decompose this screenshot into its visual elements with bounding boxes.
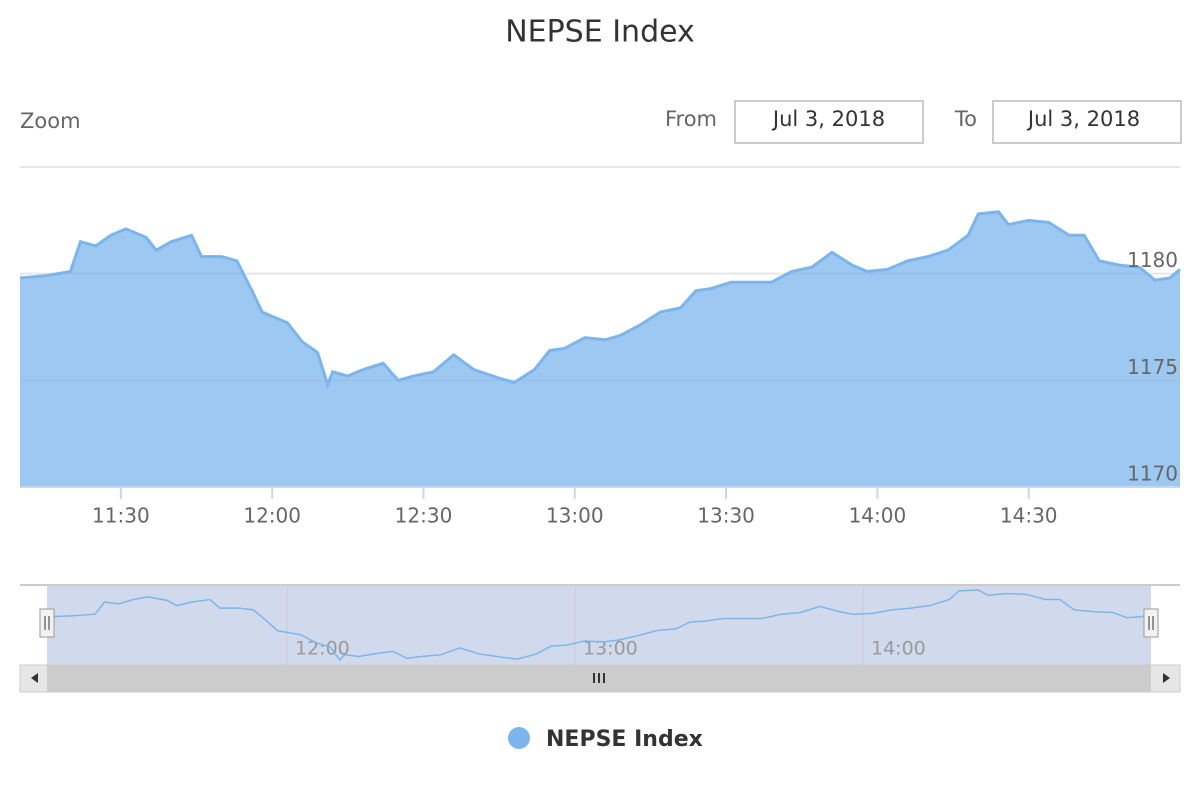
y-tick-label: 1170	[1127, 462, 1178, 486]
navigator-line	[46, 589, 1152, 662]
handle-grip	[1148, 616, 1154, 630]
x-tick-label: 11:30	[92, 504, 150, 528]
x-tick-label: 12:00	[243, 504, 301, 528]
to-date[interactable]: Jul 3, 2018	[1026, 107, 1140, 131]
scroll-right[interactable]	[1163, 673, 1170, 683]
x-tick-label: 13:00	[546, 504, 604, 528]
x-tick-label: 14:30	[1000, 504, 1058, 528]
x-tick-label: 14:00	[849, 504, 907, 528]
navigator-handle[interactable]	[39, 608, 55, 638]
from-date[interactable]: Jul 3, 2018	[771, 107, 885, 131]
y-tick-label: 1175	[1127, 355, 1178, 379]
area-fill	[20, 211, 1180, 488]
to-label: To	[954, 107, 977, 131]
scroll-left[interactable]	[31, 673, 38, 683]
x-tick-label: 13:30	[697, 504, 755, 528]
navigator: 12:00 13:00 14:00	[20, 584, 1180, 665]
handle-grip	[44, 616, 50, 630]
legend-label[interactable]: NEPSE Index	[546, 727, 703, 752]
navigator-tick-label: 14:00	[871, 638, 926, 660]
x-tick-label: 12:30	[395, 504, 453, 528]
zoom-label: Zoom	[20, 109, 81, 133]
legend-symbol[interactable]	[508, 727, 530, 749]
plot-area: 1170 1175 1180 11:30 12:00 12:30 13:00 13:30 14:…	[19, 210, 1181, 528]
scrollbar[interactable]	[19, 664, 1181, 693]
from-input[interactable]	[734, 100, 924, 144]
chart-title: NEPSE Index	[505, 15, 695, 50]
y-tick-label: 1180	[1127, 248, 1178, 272]
area-line	[19, 210, 1181, 390]
navigator-tick-label: 13:00	[583, 638, 638, 660]
navigator-handle[interactable]	[1143, 608, 1159, 638]
from-label: From	[665, 107, 717, 131]
navigator-bg	[20, 585, 1180, 665]
navigator-mask	[47, 585, 1151, 665]
thumb-grip	[593, 673, 605, 683]
navigator-tick-label: 12:00	[295, 638, 350, 660]
to-input[interactable]	[992, 100, 1182, 144]
